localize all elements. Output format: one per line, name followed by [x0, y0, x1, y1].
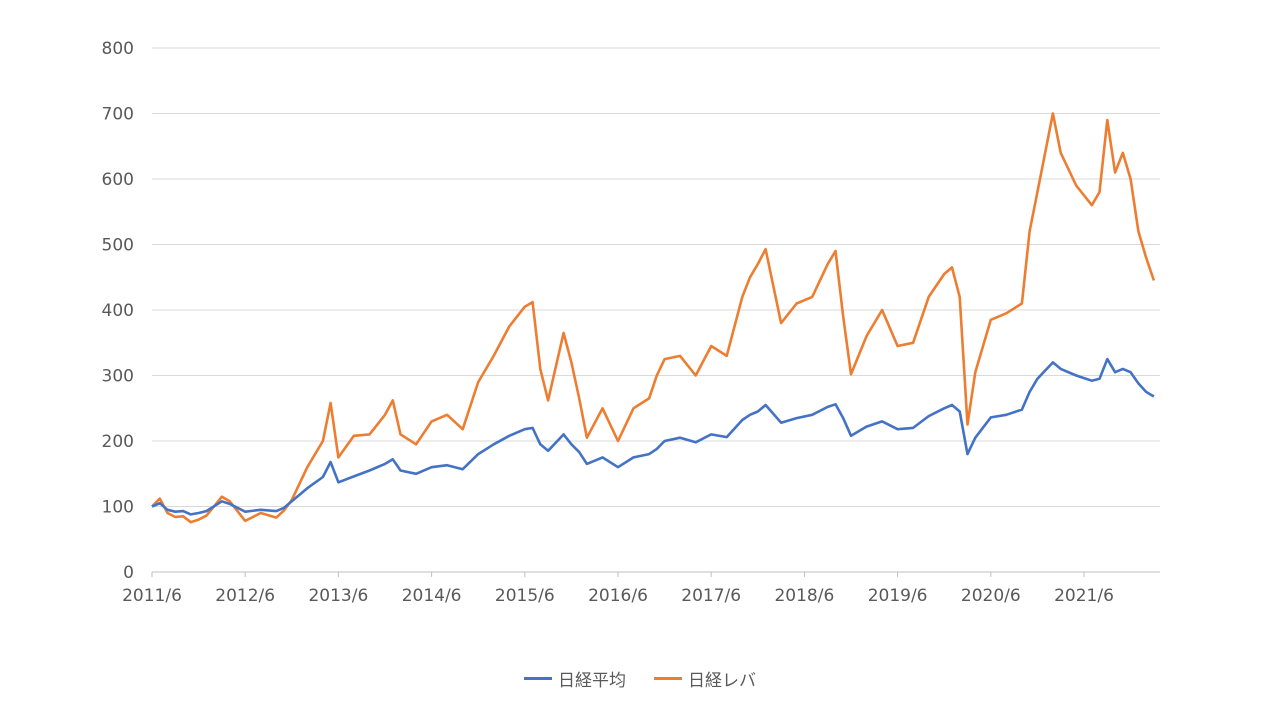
y-tick-label: 800 — [102, 39, 134, 59]
x-axis — [151, 571, 1160, 577]
x-tick-label: 2014/6 — [402, 586, 462, 606]
legend: 日経平均 日経レバ — [0, 666, 1280, 691]
x-tick-label: 2021/6 — [1054, 586, 1114, 606]
y-axis-tick-labels: 0 100 200 300 400 500 600 700 800 — [102, 39, 134, 583]
y-tick-label: 600 — [102, 170, 134, 190]
x-tick-label: 2017/6 — [681, 586, 741, 606]
x-tick-label: 2020/6 — [961, 586, 1021, 606]
x-tick-label: 2012/6 — [215, 586, 275, 606]
x-tick-label: 2018/6 — [774, 586, 834, 606]
series-lines — [151, 112, 1156, 524]
y-tick-label: 100 — [102, 498, 134, 518]
x-tick-label: 2016/6 — [588, 586, 648, 606]
x-tick-label: 2019/6 — [868, 586, 928, 606]
series-line-nikkei-average — [151, 357, 1155, 516]
x-tick-label: 2015/6 — [495, 586, 555, 606]
y-tick-label: 300 — [102, 367, 134, 387]
legend-label-nikkei-leveraged: 日経レバ — [688, 671, 756, 691]
legend-item-nikkei-average: 日経平均 — [524, 666, 626, 691]
legend-label-nikkei-average: 日経平均 — [558, 671, 626, 691]
y-tick-label: 0 — [123, 563, 134, 583]
legend-item-nikkei-leveraged: 日経レバ — [654, 666, 756, 691]
series-line-nikkei-leveraged — [151, 112, 1156, 524]
x-tick-label: 2011/6 — [122, 586, 182, 606]
x-axis-tick-labels: 2011/6 2012/6 2013/6 2014/6 2015/6 2016/6 2017… — [122, 586, 1114, 606]
gridlines — [152, 47, 1160, 507]
y-tick-label: 700 — [102, 105, 134, 125]
y-tick-label: 500 — [102, 236, 134, 256]
y-tick-label: 200 — [102, 432, 134, 452]
legend-swatch-nikkei-average — [524, 677, 552, 680]
x-tick-label: 2013/6 — [308, 586, 368, 606]
y-tick-label: 400 — [102, 301, 134, 321]
legend-swatch-nikkei-leveraged — [654, 677, 682, 680]
